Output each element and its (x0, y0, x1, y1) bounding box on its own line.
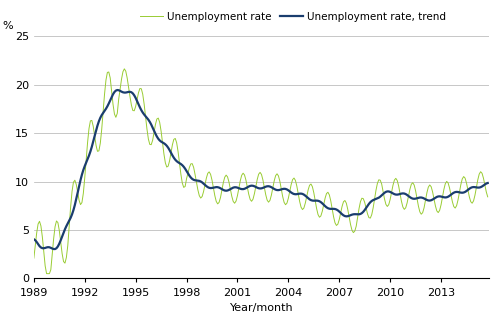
X-axis label: Year/month: Year/month (230, 303, 293, 313)
Line: Unemployment rate, trend: Unemployment rate, trend (34, 90, 488, 249)
Unemployment rate (79, 201, 85, 204)
Unemployment rate, trend (52, 247, 58, 251)
Unemployment rate (122, 67, 127, 71)
Unemployment rate, trend (485, 181, 491, 185)
Text: %: % (2, 21, 12, 31)
Unemployment rate (31, 256, 37, 260)
Unemployment rate (485, 195, 491, 199)
Unemployment rate, trend (147, 120, 153, 124)
Line: Unemployment rate: Unemployment rate (34, 69, 488, 274)
Unemployment rate, trend (31, 237, 37, 241)
Unemployment rate, trend (79, 173, 85, 177)
Unemployment rate (239, 173, 245, 177)
Unemployment rate (206, 170, 212, 174)
Unemployment rate (265, 200, 271, 204)
Unemployment rate, trend (206, 186, 212, 190)
Unemployment rate, trend (239, 187, 245, 191)
Unemployment rate (338, 211, 344, 215)
Unemployment rate, trend (114, 88, 120, 92)
Legend: Unemployment rate, Unemployment rate, trend: Unemployment rate, Unemployment rate, tr… (136, 8, 450, 26)
Unemployment rate, trend (338, 211, 344, 215)
Unemployment rate, trend (265, 184, 271, 188)
Unemployment rate (147, 142, 153, 146)
Unemployment rate (44, 272, 50, 276)
